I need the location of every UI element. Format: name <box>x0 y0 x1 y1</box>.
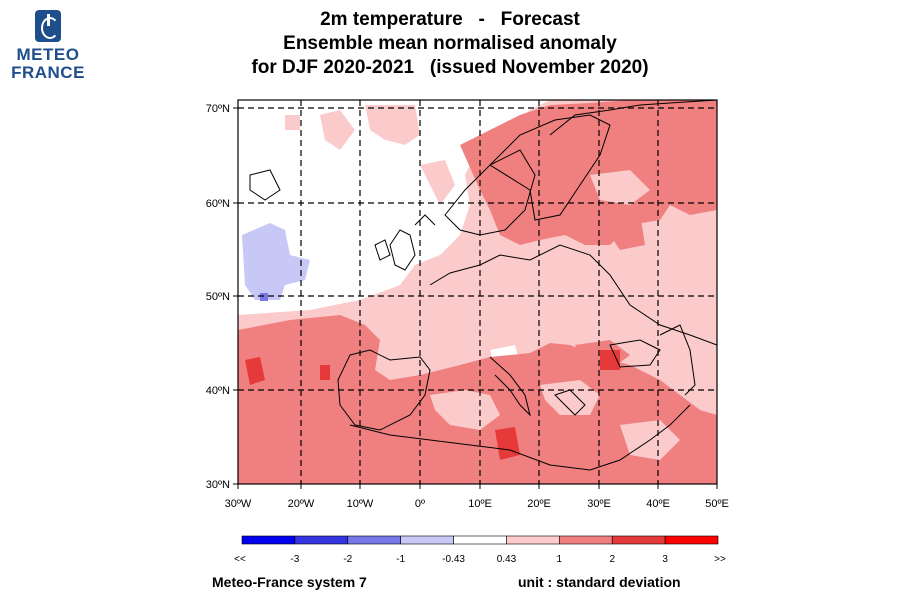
colorbar-box <box>664 535 719 545</box>
colorbar-label: 1 <box>557 554 563 565</box>
meteo-france-emblem-icon <box>35 10 61 42</box>
lat-label-40n: 40ºN <box>206 385 230 397</box>
colorbar-label: >> <box>714 554 726 565</box>
colorbar-box <box>559 535 613 545</box>
negative-anomaly-region <box>242 223 310 300</box>
colorbar-box <box>453 535 507 545</box>
map-svg: 70ºN 60ºN 50ºN 40ºN 30ºN 30ºW 20ºW 10ºW … <box>206 99 729 510</box>
lon-label-20e: 20ºE <box>527 498 551 510</box>
colorbar-box <box>400 535 454 545</box>
lat-label-50n: 50ºN <box>206 291 230 303</box>
lon-label-30w: 30ºW <box>225 498 252 510</box>
colorbar-box <box>611 535 666 545</box>
colorbar-label: -0.43 <box>442 554 465 565</box>
colorbar-boxes <box>241 535 719 545</box>
lon-label-30e: 30ºE <box>587 498 611 510</box>
meteo-france-logo: METEO FRANCE <box>8 10 88 82</box>
colorbar-label: -3 <box>290 554 299 565</box>
colorbar-box <box>241 535 296 545</box>
lon-label-10w: 10ºW <box>347 498 374 510</box>
logo-line-2: FRANCE <box>11 63 85 82</box>
unit-label: unit : standard deviation <box>518 574 681 590</box>
colorbar-label: -1 <box>396 554 405 565</box>
colorbar-box <box>506 535 560 545</box>
lon-label-0: 0º <box>415 498 425 510</box>
lat-label-30n: 30ºN <box>206 479 230 491</box>
lat-label-60n: 60ºN <box>206 198 230 210</box>
colorbar-label: << <box>234 554 246 565</box>
colorbar: << -3 -2 -1 -0.43 0.43 1 2 3 >> <box>234 535 726 565</box>
colorbar-label: -2 <box>343 554 352 565</box>
map-title: 2m temperature - Forecast Ensemble mean … <box>200 8 700 80</box>
title-line-3: for DJF 2020-2021 (issued November 2020) <box>251 57 649 78</box>
logo-line-1: METEO <box>16 45 80 64</box>
lon-label-20w: 20ºW <box>288 498 315 510</box>
lat-label-70n: 70ºN <box>206 103 230 115</box>
lon-label-50e: 50ºE <box>705 498 729 510</box>
colorbar-label: 2 <box>609 554 615 565</box>
colorbar-box <box>294 535 349 545</box>
lon-label-40e: 40ºE <box>646 498 670 510</box>
title-line-1: 2m temperature - Forecast <box>320 9 580 30</box>
anomaly-shading <box>238 100 717 484</box>
colorbar-labels: << -3 -2 -1 -0.43 0.43 1 2 3 >> <box>234 554 726 565</box>
colorbar-label: 0.43 <box>497 554 517 565</box>
title-line-2: Ensemble mean normalised anomaly <box>283 33 617 54</box>
model-system-label: Meteo-France system 7 <box>212 574 367 590</box>
map-frame <box>237 99 718 485</box>
colorbar-label: 3 <box>662 554 668 565</box>
axis-ticks <box>233 107 718 489</box>
lon-label-10e: 10ºE <box>468 498 492 510</box>
graticule <box>238 100 717 484</box>
colorbar-box <box>347 535 401 545</box>
anomaly-map: 70ºN 60ºN 50ºN 40ºN 30ºN 30ºW 20ºW 10ºW … <box>190 95 750 525</box>
